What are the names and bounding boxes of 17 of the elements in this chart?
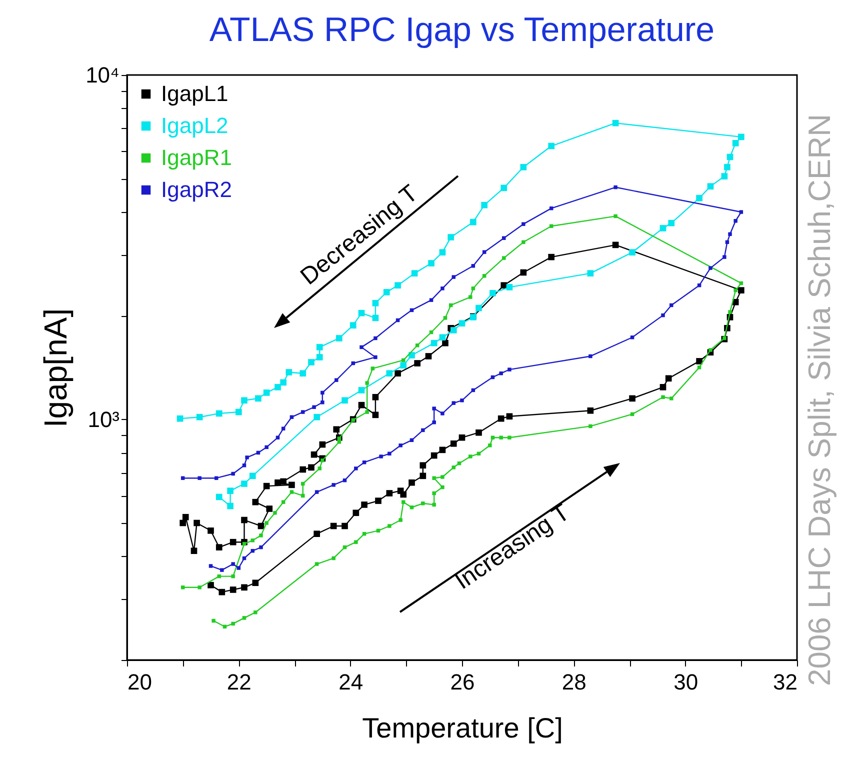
chart-title: ATLAS RPC Igap vs Temperature [209, 11, 715, 49]
x-tick-label: 20 [128, 670, 152, 694]
x-tick-label: 30 [674, 670, 698, 694]
x-tick-label: 24 [338, 670, 364, 694]
x-tick-label: 26 [450, 670, 475, 694]
y-tick-label: 10³ [88, 406, 120, 432]
legend-label: IgapR2 [161, 177, 232, 202]
y-axis-title: Igap[nA] [38, 308, 74, 428]
x-tick-label: 22 [226, 670, 252, 694]
x-axis-title: Temperature [C] [362, 712, 563, 744]
x-tick-label: 28 [562, 670, 586, 694]
text: 2006 LHC Days Split, Silvia Schuh,CERN [802, 114, 838, 686]
y-tick-label: 10⁴ [86, 62, 120, 88]
legend-label: IgapL1 [161, 81, 228, 106]
x-tick-label: 32 [773, 670, 798, 694]
legend-label: IgapR1 [161, 145, 232, 170]
legend-label: IgapL2 [161, 113, 228, 138]
